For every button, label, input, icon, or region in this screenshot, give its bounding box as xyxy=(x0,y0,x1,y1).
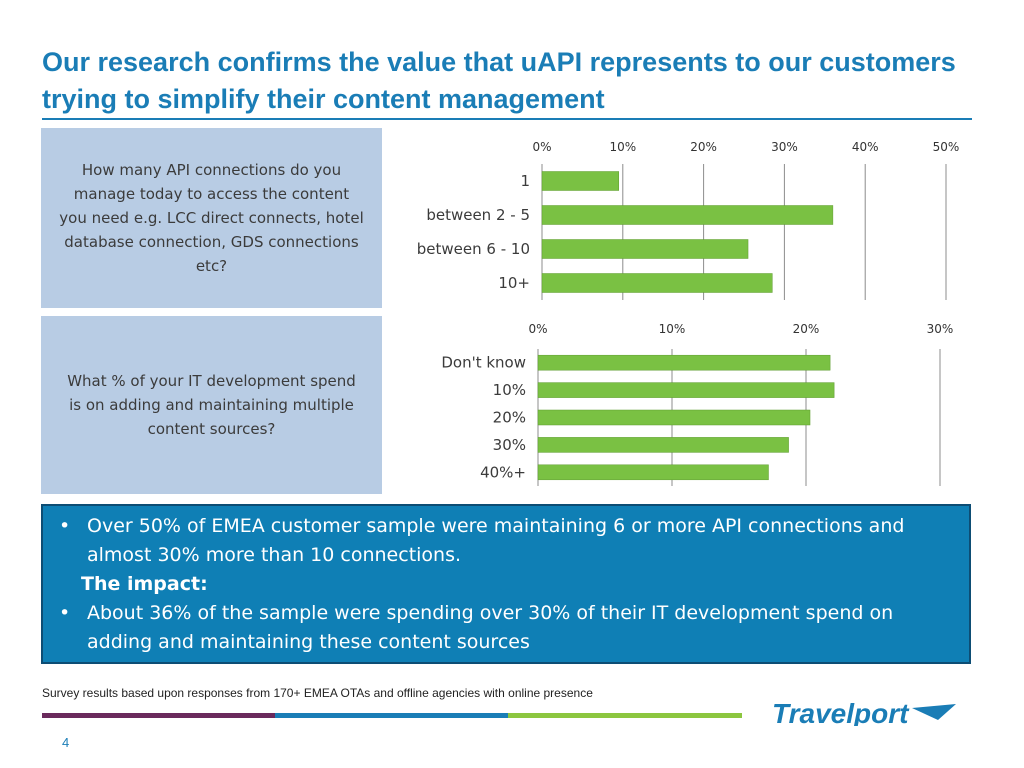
impact-bullet-2: • About 36% of the sample were spending … xyxy=(57,599,953,657)
question-1-box: How many API connections do you manage t… xyxy=(41,128,382,308)
x-tick-label: 10% xyxy=(659,322,686,336)
bar xyxy=(541,239,749,259)
category-label: between 6 - 10 xyxy=(417,240,530,258)
bar xyxy=(541,205,834,225)
x-tick-label: 0% xyxy=(528,322,547,336)
bullet-icon: • xyxy=(59,602,71,624)
page-number: 4 xyxy=(62,735,70,750)
bar xyxy=(541,171,620,191)
logo-wordmark: Travelport xyxy=(772,698,909,726)
travelport-logo: Travelport xyxy=(772,696,962,726)
category-label: 10+ xyxy=(498,274,530,292)
it-spend-chart: 0% 10% 20% 30% Don't know 10% 20% 30% 40%+ xyxy=(441,322,954,486)
x-tick-label: 10% xyxy=(609,140,636,154)
bar xyxy=(537,437,789,453)
category-label: 20% xyxy=(493,409,526,427)
category-label: between 2 - 5 xyxy=(426,206,530,224)
question-1-text: How many API connections do you manage t… xyxy=(59,161,364,275)
footer-strip-green xyxy=(508,713,742,718)
footer-strip-blue xyxy=(275,713,508,718)
impact-bullet-1: • Over 50% of EMEA customer sample were … xyxy=(57,512,953,570)
x-tick-label: 20% xyxy=(793,322,820,336)
bar xyxy=(537,464,769,481)
question-2-text: What % of your IT development spend is o… xyxy=(67,372,356,438)
x-tick-label: 30% xyxy=(771,140,798,154)
impact-bullet-2-text: About 36% of the sample were spending ov… xyxy=(87,602,894,653)
bar xyxy=(537,382,835,398)
impact-summary-box: • Over 50% of EMEA customer sample were … xyxy=(41,504,971,664)
impact-bullet-1-text: Over 50% of EMEA customer sample were ma… xyxy=(87,515,905,566)
category-label: 40%+ xyxy=(480,463,526,481)
logo-swoosh-icon xyxy=(912,704,956,720)
impact-heading: The impact: xyxy=(81,573,208,595)
category-label: Don't know xyxy=(441,354,526,372)
category-label: 1 xyxy=(520,172,530,190)
footer-strip-purple xyxy=(42,713,275,718)
question-2-box: What % of your IT development spend is o… xyxy=(41,316,382,494)
category-label: 30% xyxy=(493,436,526,454)
x-tick-label: 0% xyxy=(532,140,551,154)
x-tick-label: 40% xyxy=(852,140,879,154)
x-tick-label: 30% xyxy=(927,322,954,336)
bar xyxy=(537,354,831,371)
bar xyxy=(541,273,773,293)
api-connections-chart: 0% 10% 20% 30% 40% 50% 1 between 2 - 5 between 6… xyxy=(417,140,960,300)
bullet-icon: • xyxy=(59,515,71,537)
bar xyxy=(537,409,811,426)
title-divider xyxy=(42,118,972,120)
x-tick-label: 50% xyxy=(933,140,960,154)
x-tick-label: 20% xyxy=(690,140,717,154)
survey-footnote: Survey results based upon responses from… xyxy=(42,686,593,700)
slide-title: Our research confirms the value that uAP… xyxy=(42,47,956,114)
category-label: 10% xyxy=(493,381,526,399)
